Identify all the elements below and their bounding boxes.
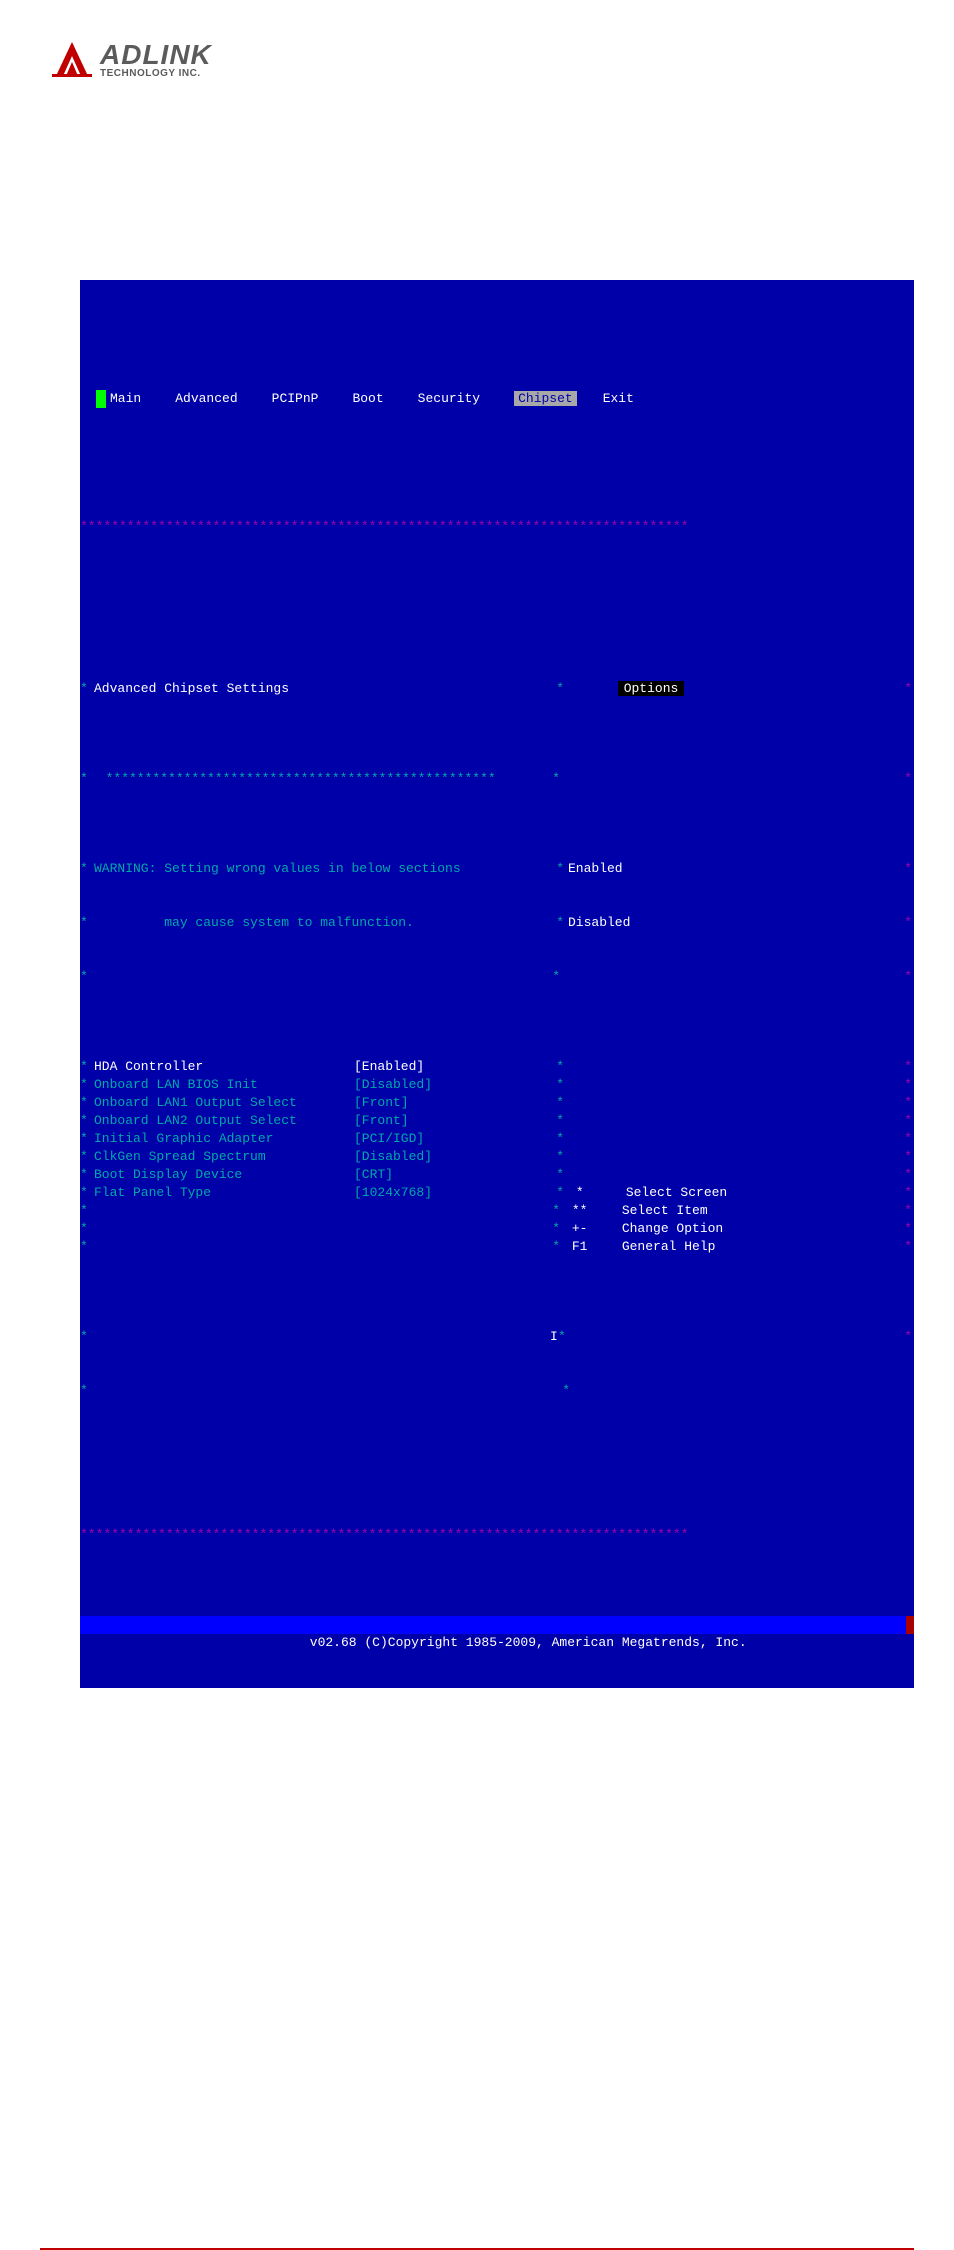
star-fill: ****************************************… [80,1526,914,1544]
nav-key: ** [568,1202,622,1220]
nav-desc: General Help [622,1238,716,1256]
star-fill: ****************************************… [90,770,550,788]
setting-value[interactable]: [Front] [354,1113,409,1128]
setting-value[interactable]: [CRT] [354,1167,393,1182]
setting-label[interactable]: Onboard LAN1 Output Select [94,1095,297,1110]
tab-security[interactable]: Security [418,391,492,406]
warning-line-2: may cause system to malfunction. [90,914,554,932]
nav-desc: Change Option [622,1220,723,1238]
setting-label[interactable]: ClkGen Spread Spectrum [94,1149,266,1164]
adlink-logo: ADLINK TECHNOLOGY INC. [50,30,954,90]
setting-value[interactable]: [Disabled] [354,1077,432,1092]
cursor-block-icon [96,390,106,408]
options-header: Options [618,681,685,696]
tab-pcipnp[interactable]: PCIPnP [272,391,331,406]
panel-title: Advanced Chipset Settings [94,680,289,698]
bios-copyright-bar: v02.68 (C)Copyright 1985-2009, American … [80,1616,914,1634]
setting-label[interactable]: Onboard LAN2 Output Select [94,1113,297,1128]
nav-key: * [572,1184,626,1202]
setting-label[interactable]: Flat Panel Type [94,1185,211,1200]
setting-value[interactable]: [Front] [354,1095,409,1110]
footer-end-block-icon [906,1616,914,1634]
divider-stars: ****************************************… [80,1526,914,1544]
setting-label[interactable]: HDA Controller [94,1059,203,1074]
tab-exit[interactable]: Exit [603,391,646,406]
adlink-logo-icon [50,38,94,82]
logo-title: ADLINK [100,41,212,69]
star-fill: ****************************************… [80,518,914,536]
setting-label[interactable]: Initial Graphic Adapter [94,1131,273,1146]
nav-key: F1 [568,1238,622,1256]
tab-advanced[interactable]: Advanced [175,391,249,406]
bios-tabbar: Main Advanced PCIPnP Boot Security Chipset Exi… [80,352,914,446]
warning-line-1: WARNING: Setting wrong values in below s… [90,860,554,878]
nav-desc: Select Screen [626,1184,727,1202]
setting-value[interactable]: [PCI/IGD] [354,1131,424,1146]
setting-label[interactable]: Boot Display Device [94,1167,242,1182]
tab-main[interactable]: Main [110,391,153,406]
logo-subtitle: TECHNOLOGY INC. [100,69,212,79]
bios-screen: Main Advanced PCIPnP Boot Security Chipset Exi… [80,280,914,1688]
option-enabled[interactable]: Enabled [564,860,688,878]
tab-boot[interactable]: Boot [352,391,395,406]
setting-label[interactable]: Onboard LAN BIOS Init [94,1077,258,1092]
divider-stars: ****************************************… [80,518,914,536]
nav-desc: Select Item [622,1202,708,1220]
adlink-logo-text: ADLINK TECHNOLOGY INC. [100,41,212,79]
nav-key: +- [568,1220,622,1238]
option-disabled[interactable]: Disabled [564,914,688,932]
setting-value[interactable]: [1024x768] [354,1185,432,1200]
tab-chipset[interactable]: Chipset [514,391,577,406]
bios-copyright-text: v02.68 (C)Copyright 1985-2009, American … [310,1635,747,1650]
setting-value[interactable]: [Disabled] [354,1149,432,1164]
setting-value[interactable]: [Enabled] [354,1059,424,1074]
